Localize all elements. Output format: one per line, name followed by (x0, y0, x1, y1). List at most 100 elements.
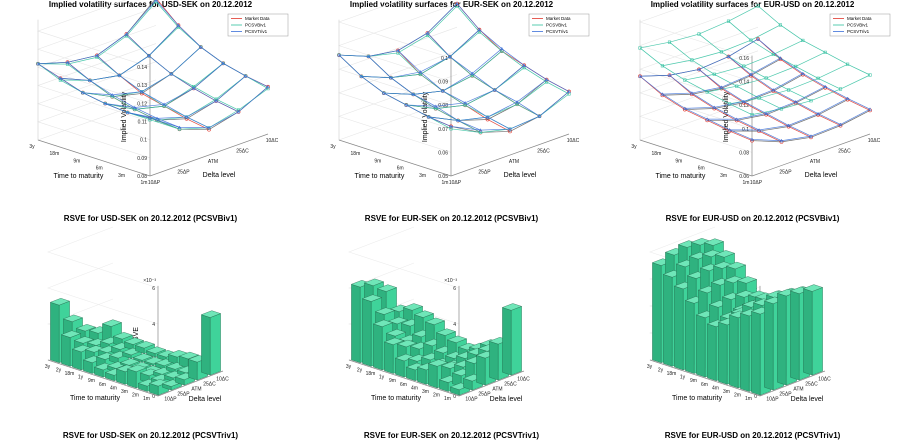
data-point (433, 104, 438, 108)
data-point (463, 100, 468, 105)
data-point (162, 102, 167, 106)
data-point (485, 115, 490, 119)
surface-panel-usdsek: Implied volatility surfaces for USD-SEK … (0, 0, 301, 210)
data-point (236, 109, 241, 114)
x-tick-label: 18m (65, 371, 75, 377)
surface-mesh-line (684, 73, 803, 109)
surface-mesh-line (406, 65, 525, 107)
bar-panel-usdsek: RSVE for USD-SEK on 20.12.2012 (PCSVBiv1… (0, 210, 301, 430)
data-point (690, 58, 694, 62)
surface-mesh-line (406, 67, 525, 109)
z-tick-label: 0.1 (441, 56, 448, 62)
data-point (846, 62, 850, 66)
data-point (683, 78, 687, 82)
legend-label: Market Data (546, 16, 571, 21)
chart-title: Implied volatility surfaces for EUR-USD … (650, 0, 855, 9)
surface-mesh-line (729, 63, 848, 105)
bar-side (803, 288, 813, 376)
bottom-title-usdsek: RSVE for USD-SEK on 20.12.2012 (PCSVTriv… (62, 431, 239, 440)
y-tick-label: 25ΔP (478, 170, 491, 176)
y-axis-label: Delta level (189, 396, 222, 403)
data-point (690, 91, 694, 95)
bar-side (718, 321, 728, 385)
maturity-axis (47, 359, 159, 397)
x-tick-label: 3m (422, 389, 429, 395)
y-tick-label: 25ΔC (203, 382, 216, 388)
data-point (396, 48, 400, 53)
surface-mesh-line (639, 5, 759, 49)
surface-mesh-line (127, 75, 246, 119)
z-axis-label: Implied Volatility (121, 91, 128, 142)
bar-top (424, 317, 446, 325)
bar-side (72, 348, 82, 371)
x-tick-label: 2m (132, 393, 139, 399)
surface-mesh-line (427, 32, 540, 117)
x-tick-label: 2y (56, 367, 62, 373)
x-tick-label: 3y (29, 144, 35, 150)
data-point (359, 74, 364, 78)
y-tick-label: 25ΔP (177, 392, 190, 398)
data-point (266, 87, 270, 91)
y-tick-label: ATM (793, 387, 803, 393)
surface-mesh-line (126, 33, 239, 113)
data-point (221, 61, 226, 65)
x-tick-label: 9m (690, 378, 697, 384)
bar-top (145, 346, 167, 354)
data-point (148, 115, 152, 120)
x-tick-label: 1y (680, 375, 686, 381)
y-axis-label: Delta level (791, 396, 824, 403)
data-point (456, 118, 460, 122)
x-tick-label: 18m (667, 371, 677, 377)
surface-mesh-line (96, 55, 210, 129)
y-tick-label: 25ΔP (779, 170, 792, 176)
data-point (184, 115, 189, 119)
bottom-title-eursek: RSVE for EUR-SEK on 20.12.2012 (PCSVTriv… (363, 431, 540, 440)
surface-mesh-line (456, 3, 570, 92)
data-point (786, 123, 791, 127)
delta-axis (751, 133, 871, 177)
bar-side (729, 314, 739, 389)
data-point (65, 62, 70, 66)
y-tick-label: 10ΔP (449, 180, 462, 186)
bar-top (501, 303, 523, 311)
x-tick-label: 9m (675, 158, 682, 164)
bar-side (362, 298, 372, 367)
bar-top (435, 328, 457, 336)
surface-mesh-line (728, 56, 841, 126)
delta-axis (759, 370, 826, 397)
bar-top (62, 314, 84, 322)
y-axis-label: Delta level (805, 172, 838, 179)
z-tick-label: 0.08 (438, 103, 448, 109)
z-tick-label: 0.14 (739, 80, 749, 86)
data-point (816, 111, 820, 116)
legend-label: Market Data (245, 16, 270, 21)
surface-mesh-line (729, 98, 848, 131)
surface-mesh-line (456, 5, 570, 95)
bar-top (402, 303, 424, 311)
z-tick-label: 0.1 (140, 138, 147, 144)
bar-top (736, 276, 758, 284)
z-tick-label: 0.12 (739, 103, 749, 109)
data-point (477, 27, 482, 32)
bar-top (101, 319, 123, 327)
data-point (147, 53, 151, 58)
z-tick-label: 0.16 (739, 56, 749, 62)
data-point (176, 23, 181, 27)
bar-side (740, 312, 750, 392)
x-tick-label: 9m (389, 378, 396, 384)
x-tick-label: 1m (444, 396, 451, 402)
surface-mesh-line (707, 52, 826, 93)
x-tick-label: 6m (701, 382, 708, 388)
x-tick-label: 2m (734, 393, 741, 399)
bar-chart-eurusd: 00.10.20.30.41m2m3m4m6m9m1y18m2y3y10ΔP25… (647, 226, 831, 403)
bar-top (126, 364, 148, 372)
bar-side (790, 290, 800, 381)
bar-top (376, 284, 398, 292)
bar-side (696, 314, 706, 378)
surface-mesh-line (428, 79, 547, 121)
y-tick-label: 10ΔC (868, 138, 881, 144)
bar-top (134, 341, 156, 349)
data-point (771, 52, 775, 57)
bar-side (652, 262, 662, 363)
z-tick-label: 0 (152, 394, 155, 400)
